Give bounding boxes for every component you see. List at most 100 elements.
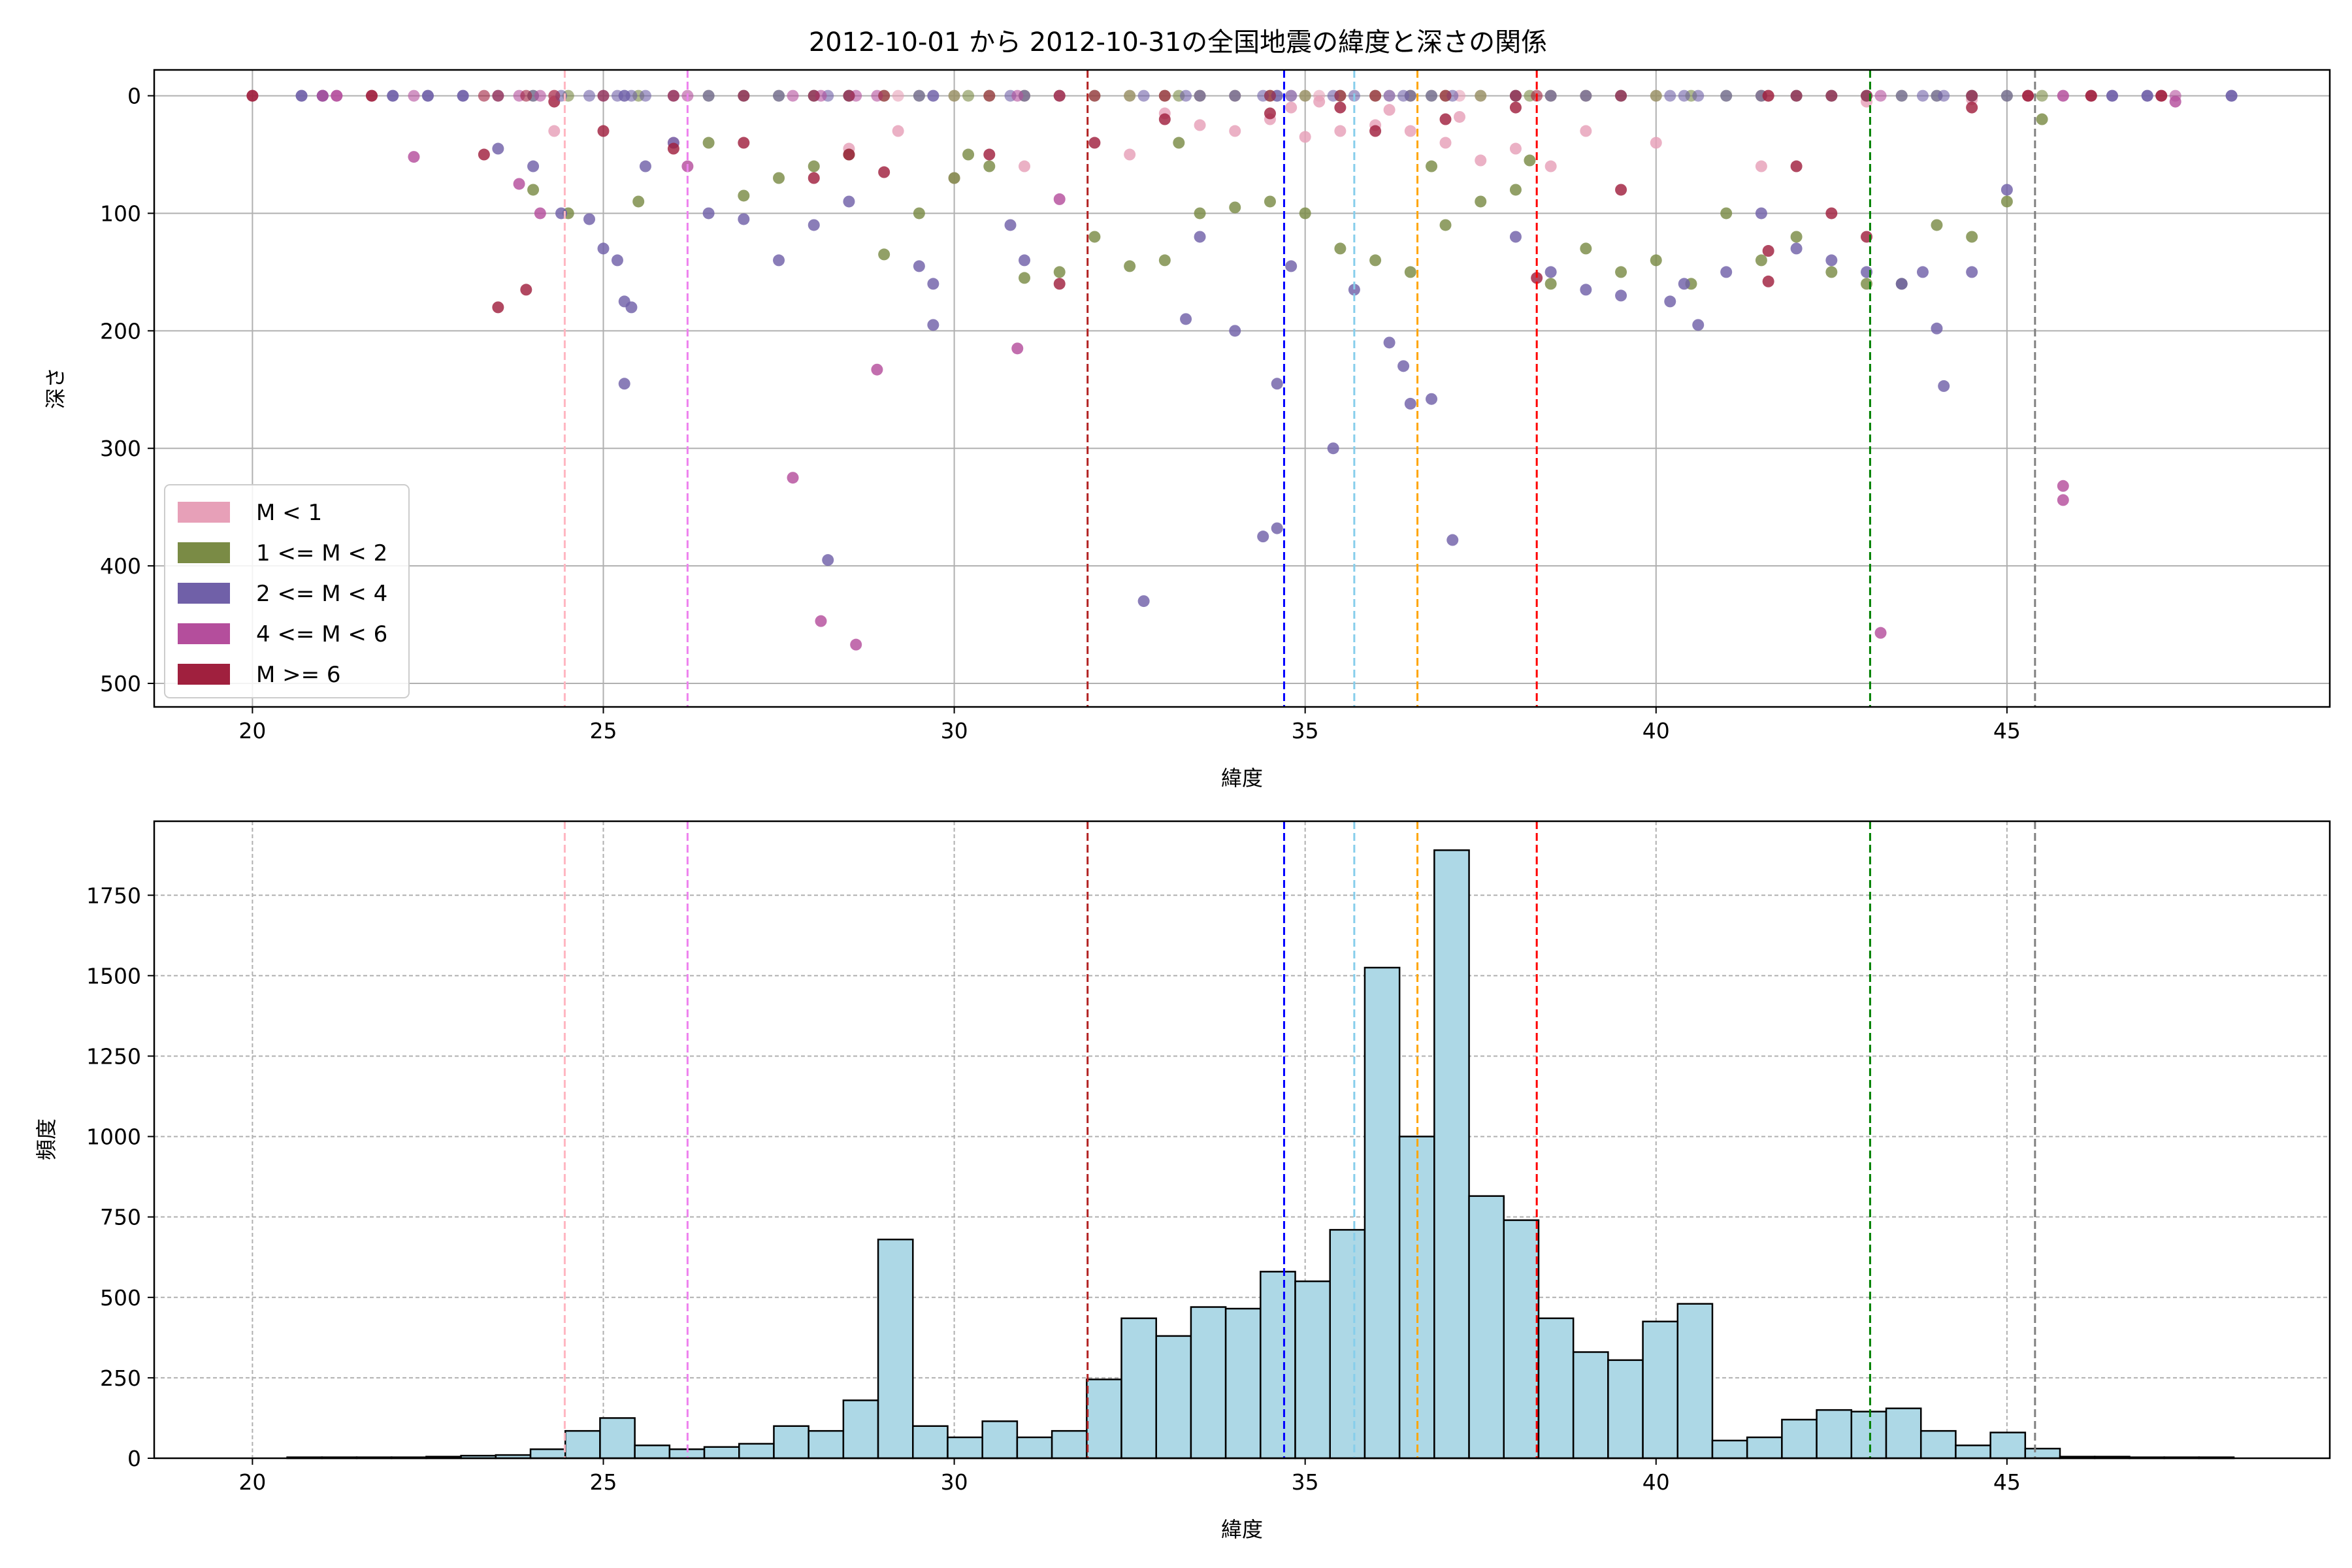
scatter-panel: 20 25 30 35 40 45 0 100 200 300 400 500 緯度 深さ M < … [43,69,2331,791]
legend-swatch [178,542,230,563]
scatter-point [892,125,904,137]
histogram-bar [1120,1317,1157,1460]
scatter-point [1053,266,1066,278]
scatter-point [1544,278,1557,290]
scatter-point [962,90,975,102]
x-tick-label: 20 [238,1469,266,1495]
scatter-point [492,301,504,314]
scatter-point [1173,137,1185,149]
scatter-point [632,195,645,208]
y-tick-label: 500 [100,1285,141,1311]
scatter-point [1439,113,1452,125]
scatter-point [295,90,308,102]
histogram-bar [599,1417,636,1460]
histogram-bar [738,1443,775,1460]
scatter-point [1088,231,1101,243]
scatter-point [421,90,434,102]
scatter-point [1229,201,1241,214]
histogram-bar [1955,1445,1991,1460]
scatter-point [1615,289,1627,302]
y-tick-label: 250 [100,1365,141,1391]
scatter-point [1383,90,1396,102]
scatter-point [534,90,546,102]
scatter-point [1404,90,1416,102]
scatter-point [1720,90,1733,102]
scatter-point [878,248,890,261]
scatter-frame [153,69,2331,708]
x-tick-label: 45 [1993,1469,2021,1495]
scatter-point [1650,90,1662,102]
scatter-point [1264,90,1276,102]
scatter-point [822,554,834,566]
scatter-point [1755,254,1767,267]
scatter-point [618,378,630,390]
legend-label: 4 <= M < 6 [256,621,387,647]
histogram-bar [1468,1195,1505,1460]
histogram-bar [1016,1436,1053,1460]
histogram-bar [1746,1436,1783,1460]
histogram-bar [773,1425,809,1460]
scatter-point [1664,90,1676,102]
y-tick-label: 1500 [86,963,141,988]
scatter-point [597,90,610,102]
scatter-point [1544,90,1557,102]
scatter-point [738,213,750,225]
histogram-bar [2024,1447,2061,1460]
scatter-point [1229,325,1241,337]
scatter-point [1194,231,1206,243]
scatter-point [808,160,820,172]
scatter-point [1271,522,1283,534]
scatter-point [773,90,785,102]
scatter-point [1334,101,1347,114]
scatter-point [702,137,715,149]
x-tick-label: 40 [1642,1469,1670,1495]
scatter-point [1475,90,1487,102]
scatter-point [1011,90,1024,102]
scatter-point [702,90,715,102]
scatter-point [1509,184,1522,196]
scatter-point [1257,531,1269,543]
scatter-point [983,160,996,172]
scatter-point [871,363,883,376]
scatter-point [1825,254,1838,267]
scatter-point [1299,131,1311,143]
scatter-point [2169,90,2181,102]
scatter-point [246,90,259,102]
histogram-bar [1850,1411,1887,1460]
histogram-bar [703,1446,740,1460]
scatter-point [1762,245,1774,257]
scatter-point [2001,195,2013,208]
scatter-point [1580,242,1592,255]
scatter-point [787,472,799,484]
histogram-y-ticks: 0 250 500 750 1000 1250 1500 1750 [86,883,154,1471]
scatter-point [1053,193,1066,205]
scatter-point [1426,90,1438,102]
scatter-point [2036,90,2048,102]
scatter-point [1285,260,1298,272]
scatter-point [1019,160,1030,172]
scatter-point [878,166,890,178]
scatter-point [1692,90,1705,102]
histogram-reference-lines [563,821,2036,1458]
histogram-frame [153,820,2331,1460]
scatter-point [1874,627,1887,639]
y-tick-label: 100 [100,201,141,226]
scatter-point [1383,336,1396,349]
scatter-point [548,90,561,102]
scatter-point [534,207,546,220]
histogram-x-axis-label: 緯度 [1221,1517,1263,1542]
scatter-point [1011,342,1024,355]
scatter-point [1790,242,1803,255]
scatter-point [2057,494,2069,506]
scatter-point [1019,272,1030,284]
scatter-point [527,160,540,172]
scatter-point [1124,148,1136,161]
scatter-point [2036,113,2048,125]
scatter-point [583,213,595,225]
scatter-point [1825,90,1838,102]
y-tick-label: 0 [127,1446,141,1471]
scatter-point [1454,110,1465,123]
scatter-point [1544,266,1557,278]
scatter-point [2057,480,2069,492]
scatter-point [1938,380,1950,392]
